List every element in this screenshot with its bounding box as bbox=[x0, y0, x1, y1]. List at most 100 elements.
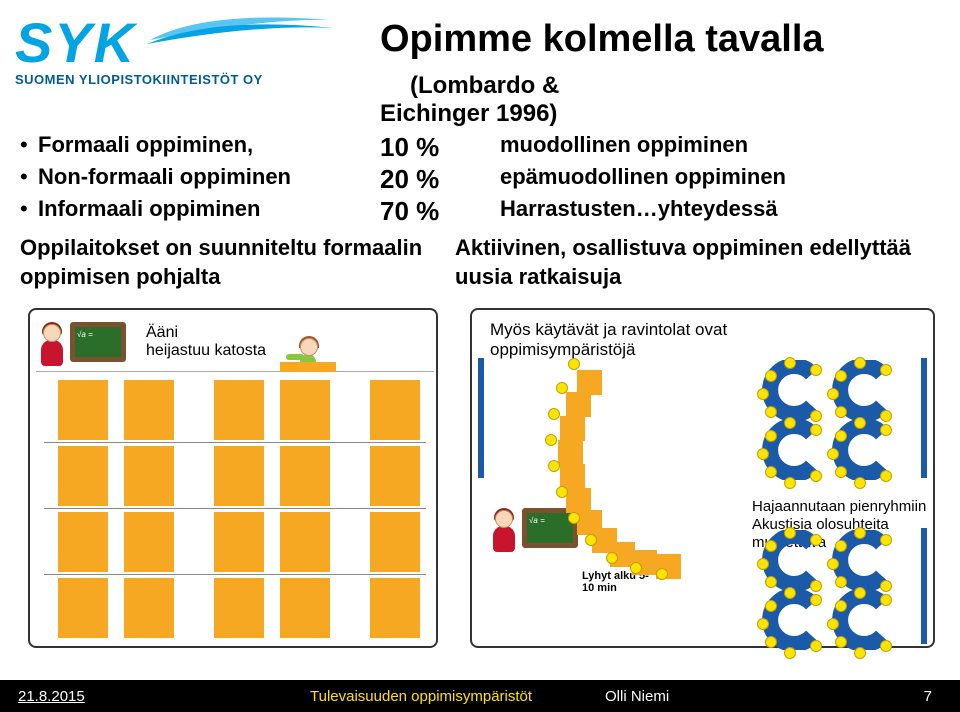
bullet-icon: • bbox=[20, 196, 28, 222]
seat-dot-icon bbox=[757, 618, 769, 630]
c-table-icon bbox=[832, 420, 892, 480]
teacher-icon bbox=[492, 510, 522, 555]
desk-icon bbox=[214, 446, 264, 506]
seat-dot-icon bbox=[835, 430, 847, 442]
seat-dot-icon bbox=[810, 534, 822, 546]
seat-dot-icon bbox=[784, 647, 796, 659]
seat-dot-icon bbox=[784, 527, 796, 539]
desk-icon bbox=[280, 380, 330, 440]
seat-dot-icon bbox=[854, 647, 866, 659]
seat-dot-icon bbox=[784, 587, 796, 599]
desk-icon bbox=[370, 380, 420, 440]
arc-desk-icon bbox=[560, 416, 585, 441]
arc-seat-dot-icon bbox=[545, 434, 557, 446]
arc-desk-icon bbox=[560, 464, 585, 489]
edge-bar bbox=[921, 528, 927, 644]
logo-text: SYK bbox=[15, 11, 136, 74]
desk-grid bbox=[44, 380, 426, 640]
seat-dot-icon bbox=[854, 587, 866, 599]
seat-dot-icon bbox=[765, 540, 777, 552]
seat-dot-icon bbox=[835, 576, 847, 588]
seat-dot-icon bbox=[810, 470, 822, 482]
desk-icon bbox=[370, 512, 420, 572]
arc-seat-dot-icon bbox=[568, 358, 580, 370]
seat-dot-icon bbox=[854, 357, 866, 369]
seat-dot-icon bbox=[757, 448, 769, 460]
row-percent: 10 % bbox=[380, 132, 480, 163]
desk-icon bbox=[124, 578, 174, 638]
seat-dot-icon bbox=[835, 466, 847, 478]
arc-seat-dot-icon bbox=[656, 568, 668, 580]
desk-icon bbox=[214, 512, 264, 572]
row-percent: 70 % bbox=[380, 196, 480, 227]
note-left: Oppilaitokset on suunniteltu formaalin o… bbox=[20, 234, 440, 291]
desk-icon bbox=[58, 512, 108, 572]
slide-footer: 21.8.2015 Tulevaisuuden oppimisympäristö… bbox=[0, 680, 960, 712]
arc-seat-dot-icon bbox=[568, 512, 580, 524]
seat-dot-icon bbox=[880, 594, 892, 606]
bullet-icon: • bbox=[20, 164, 28, 190]
seat-dot-icon bbox=[835, 600, 847, 612]
slide-subtitle-2: Eichinger 1996) bbox=[380, 100, 557, 128]
row-left-label: Informaali oppiminen bbox=[38, 196, 260, 222]
c-table-icon bbox=[832, 360, 892, 420]
edge-bar bbox=[478, 358, 484, 478]
c-table-icon bbox=[832, 590, 892, 650]
seat-dot-icon bbox=[784, 357, 796, 369]
seat-dot-icon bbox=[757, 388, 769, 400]
diagram-modern-classroom: Myös käytävät ja ravintolat ovat oppimis… bbox=[470, 308, 935, 648]
desk-front-icon bbox=[280, 362, 336, 372]
seat-dot-icon bbox=[810, 640, 822, 652]
desk-icon bbox=[214, 578, 264, 638]
c-table-icon bbox=[832, 530, 892, 590]
seat-dot-icon bbox=[765, 636, 777, 648]
arc-seat-dot-icon bbox=[556, 486, 568, 498]
footer-date: 21.8.2015 bbox=[18, 688, 85, 705]
seat-dot-icon bbox=[810, 364, 822, 376]
seat-dot-icon bbox=[765, 466, 777, 478]
seat-dot-icon bbox=[880, 640, 892, 652]
arc-seat-dot-icon bbox=[630, 562, 642, 574]
seat-dot-icon bbox=[765, 370, 777, 382]
row-divider bbox=[44, 508, 426, 509]
desk-icon bbox=[370, 578, 420, 638]
desk-icon bbox=[58, 446, 108, 506]
desk-icon bbox=[370, 446, 420, 506]
seat-dot-icon bbox=[827, 448, 839, 460]
seat-dot-icon bbox=[880, 364, 892, 376]
logo-swish-icon bbox=[145, 4, 335, 54]
diagram-right-caption-1: Myös käytävät ja ravintolat ovat oppimis… bbox=[490, 320, 790, 359]
row-right-label: muodollinen oppiminen bbox=[500, 132, 748, 158]
seat-dot-icon bbox=[854, 417, 866, 429]
arc-seat-dot-icon bbox=[548, 460, 560, 472]
seat-dot-icon bbox=[810, 424, 822, 436]
arc-desk-icon bbox=[566, 392, 591, 417]
row-right-label: epämuodollinen oppiminen bbox=[500, 164, 786, 190]
c-table-icon bbox=[762, 590, 822, 650]
seat-dot-icon bbox=[765, 430, 777, 442]
diagram-left-header: √a = Ääni heijastuu katosta bbox=[36, 316, 434, 372]
row-right-label: Harrastusten…yhteydessä bbox=[500, 196, 778, 222]
seat-dot-icon bbox=[880, 534, 892, 546]
row-left-label: Formaali oppiminen, bbox=[38, 132, 253, 158]
desk-icon bbox=[58, 578, 108, 638]
arc-seat-dot-icon bbox=[585, 534, 597, 546]
desk-icon bbox=[124, 380, 174, 440]
slide-subtitle-1: (Lombardo & bbox=[410, 72, 559, 100]
seat-dot-icon bbox=[827, 558, 839, 570]
logo-subtitle: SUOMEN YLIOPISTOKIINTEISTÖT OY bbox=[15, 72, 263, 87]
c-table-icon bbox=[762, 530, 822, 590]
diagram-left-caption: Ääni heijastuu katosta bbox=[146, 324, 286, 361]
row-divider bbox=[44, 574, 426, 575]
seat-dot-icon bbox=[784, 477, 796, 489]
row-divider bbox=[44, 442, 426, 443]
desk-icon bbox=[124, 446, 174, 506]
seat-dot-icon bbox=[880, 470, 892, 482]
footer-title: Tulevaisuuden oppimisympäristöt bbox=[310, 688, 532, 705]
seat-dot-icon bbox=[835, 406, 847, 418]
seat-dot-icon bbox=[880, 424, 892, 436]
desk-icon bbox=[124, 512, 174, 572]
c-table-icon bbox=[762, 420, 822, 480]
seat-dot-icon bbox=[835, 370, 847, 382]
seat-dot-icon bbox=[810, 594, 822, 606]
